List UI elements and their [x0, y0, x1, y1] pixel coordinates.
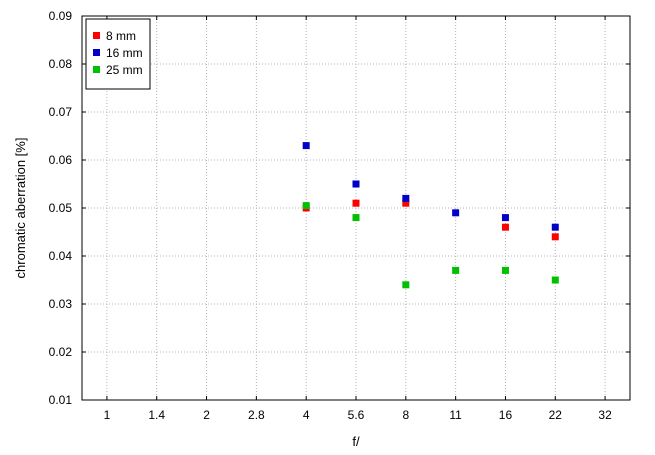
y-tick-label: 0.04 [49, 249, 73, 263]
x-tick-label: 5.6 [348, 408, 365, 422]
y-tick-label: 0.08 [49, 57, 73, 71]
data-point [402, 194, 410, 202]
x-tick-label: 16 [499, 408, 513, 422]
x-tick-label: 32 [598, 408, 612, 422]
legend-label: 25 mm [106, 63, 143, 77]
data-point [551, 233, 559, 241]
y-tick-label: 0.05 [49, 201, 73, 215]
y-tick-label: 0.02 [49, 345, 73, 359]
y-tick-label: 0.01 [49, 393, 73, 407]
y-axis-tick-labels: 0.01 0.02 0.03 0.04 0.05 0.06 0.07 0.08 0.09 [49, 9, 73, 407]
x-axis-tick-labels: 1 1.4 2 2.8 4 5.6 8 11 16 22 32 [104, 408, 613, 422]
legend: 8 mm 16 mm 25 mm [85, 18, 151, 90]
data-point [551, 223, 559, 231]
x-tick-label: 22 [549, 408, 563, 422]
axis-ticks [82, 15, 630, 401]
legend-swatch [93, 32, 100, 39]
data-point [452, 209, 460, 217]
data-point [501, 223, 509, 231]
legend-swatch [93, 66, 100, 73]
data-point [352, 214, 360, 222]
data-point [501, 266, 509, 274]
data-point [402, 281, 410, 289]
y-tick-label: 0.06 [49, 153, 73, 167]
x-axis-title: f/ [352, 434, 360, 449]
x-tick-label: 11 [449, 408, 462, 422]
data-point [352, 180, 360, 188]
x-tick-label: 1.4 [148, 408, 165, 422]
y-tick-label: 0.03 [49, 297, 73, 311]
x-tick-label: 2.8 [248, 408, 265, 422]
x-tick-label: 2 [203, 408, 210, 422]
y-axis-title: chromatic aberration [%] [13, 138, 28, 279]
legend-label: 8 mm [106, 29, 136, 43]
legend-swatch [93, 49, 100, 56]
data-point [352, 199, 360, 207]
data-point [501, 214, 509, 222]
data-points [302, 142, 559, 289]
data-point [302, 142, 310, 150]
data-point [452, 266, 460, 274]
data-point [402, 199, 410, 207]
y-tick-label: 0.07 [49, 105, 73, 119]
y-tick-label: 0.09 [49, 9, 73, 23]
data-point [302, 202, 310, 210]
legend-label: 16 mm [106, 46, 143, 60]
x-tick-label: 8 [402, 408, 409, 422]
data-point [551, 276, 559, 284]
grid [82, 16, 630, 400]
x-tick-label: 4 [303, 408, 310, 422]
x-tick-label: 1 [104, 408, 111, 422]
